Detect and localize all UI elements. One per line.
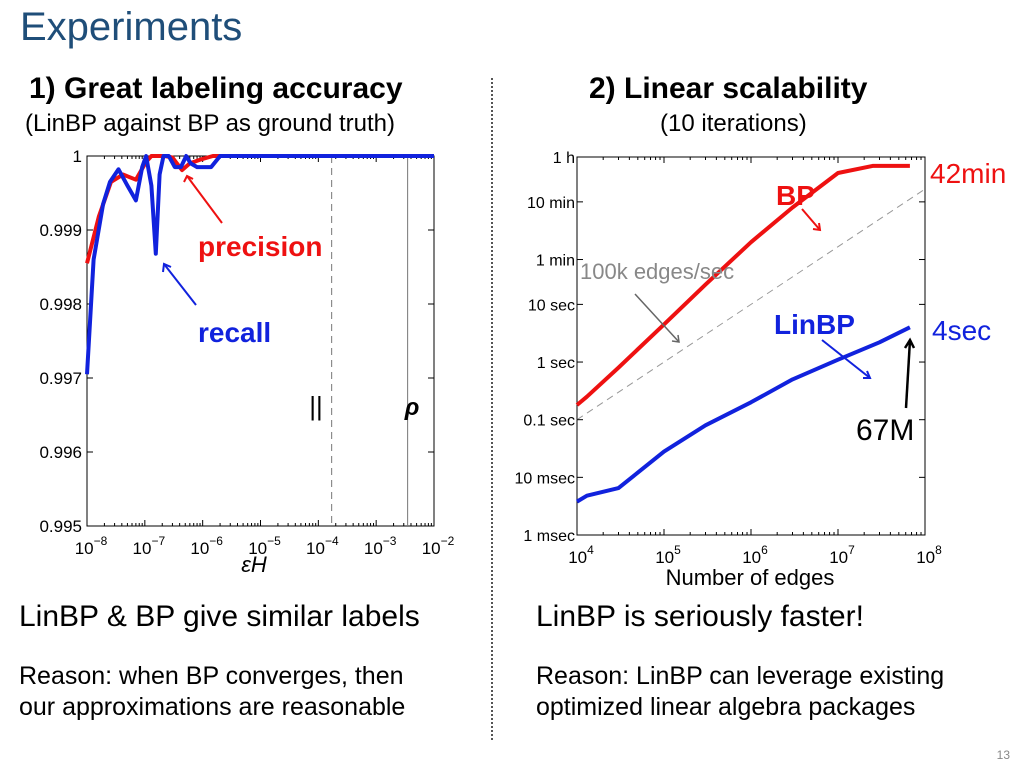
- y-tick-label: 1 h: [553, 150, 575, 167]
- x-tick-label: 10−2: [422, 534, 455, 558]
- scalability-x-tick-labels: 104 105 106 107 108: [568, 543, 942, 567]
- y-tick-label: 0.998: [39, 295, 82, 314]
- x-tick-label: 10−6: [190, 534, 223, 558]
- size-label: 67M: [856, 414, 914, 447]
- y-tick-label: 1 sec: [537, 355, 575, 372]
- column-divider: [491, 78, 493, 740]
- x-tick-label: 10−3: [364, 534, 397, 558]
- slide-title: Experiments: [20, 5, 243, 49]
- x-tick-label: 106: [742, 543, 768, 567]
- accuracy-series: [85, 154, 434, 375]
- reference-rate-arrowhead: [671, 334, 680, 343]
- y-tick-label: 1: [73, 147, 82, 166]
- y-tick-label: 10 min: [527, 195, 575, 212]
- scalability-chart: 1 msec 10 msec 0.1 sec 1 sec 10 sec 1 min 10 m…: [515, 150, 1007, 590]
- left-heading: 1) Great labeling accuracy: [29, 72, 403, 105]
- y-tick-label: 0.996: [39, 443, 82, 462]
- recall-arrowhead: [162, 262, 172, 273]
- left-subheading: (LinBP against BP as ground truth): [25, 110, 396, 137]
- bp-arrowhead: [812, 222, 822, 232]
- x-tick-label: 104: [568, 543, 594, 567]
- right-heading: 2) Linear scalability: [589, 72, 868, 105]
- x-tick-label: 10−4: [306, 534, 339, 558]
- accuracy-x-axis-label: εH: [241, 552, 267, 577]
- scalability-ticks: [576, 156, 926, 536]
- y-tick-label: 1 min: [536, 253, 575, 270]
- y-tick-label: 10 sec: [528, 297, 575, 314]
- linbp-label: LinBP: [774, 309, 855, 340]
- page-number: 13: [996, 748, 1010, 762]
- reference-rate-label: 100k edges/sec: [580, 259, 734, 284]
- y-tick-label: 0.995: [39, 517, 82, 536]
- y-tick-label: 0.999: [39, 221, 82, 240]
- y-tick-label: 0.1 sec: [523, 413, 575, 430]
- right-reason: Reason: LinBP can leverage existing opti…: [536, 661, 944, 723]
- series-BP: [575, 163, 910, 407]
- reference-rate-arrow: [634, 293, 680, 343]
- precision-arrow: [186, 175, 223, 224]
- x-tick-label: 108: [916, 543, 942, 567]
- x-tick-label: 10−8: [75, 534, 108, 558]
- size-arrow: [904, 339, 912, 409]
- precision-label: precision: [198, 231, 322, 262]
- y-tick-label: 0.997: [39, 369, 82, 388]
- right-conclusion: LinBP is seriously faster!: [536, 600, 864, 633]
- series-recall: [85, 154, 434, 375]
- left-reason-line-1: Reason: when BP converges, then: [19, 662, 404, 690]
- left-reason: Reason: when BP converges, then our appr…: [19, 661, 405, 723]
- x-tick-label: 10−5: [248, 534, 281, 558]
- scalability-x-axis-label: Number of edges: [666, 565, 835, 590]
- right-subheading: (10 iterations): [660, 110, 807, 137]
- parallel-symbol: ||: [309, 391, 323, 421]
- left-conclusion: LinBP & BP give similar labels: [19, 600, 420, 633]
- scalability-series: [575, 163, 911, 504]
- series-LinBP: [575, 325, 911, 504]
- size-arrowhead: [903, 337, 916, 349]
- recall-label: recall: [198, 317, 271, 348]
- x-tick-label: 107: [829, 543, 855, 567]
- linbp-arrow: [821, 339, 871, 379]
- accuracy-x-tick-labels: 10−8 10−7 10−6 10−5 10−4 10−3 10−2: [75, 534, 455, 558]
- bp-label: BP: [776, 180, 815, 211]
- right-reason-line-2: optimized linear algebra packages: [536, 693, 916, 721]
- bp-arrow: [801, 208, 821, 231]
- scalability-y-tick-labels: 1 msec 10 msec 0.1 sec 1 sec 10 sec 1 min 10 m…: [515, 150, 575, 545]
- recall-arrow: [163, 263, 197, 306]
- x-tick-label: 10−7: [133, 534, 166, 558]
- rho-symbol: ρ: [404, 394, 420, 421]
- y-tick-label: 10 msec: [515, 470, 575, 487]
- x-tick-label: 105: [655, 543, 681, 567]
- left-reason-line-2: our approximations are reasonable: [19, 693, 406, 721]
- y-tick-label: 1 msec: [523, 528, 575, 545]
- linbp-arrowhead: [863, 370, 872, 379]
- bp-end-label: 42min: [930, 158, 1006, 189]
- right-reason-line-1: Reason: LinBP can leverage existing: [536, 662, 945, 690]
- linbp-end-label: 4sec: [932, 315, 991, 346]
- precision-arrowhead: [183, 174, 194, 183]
- accuracy-y-tick-labels: 0.995 0.996 0.997 0.998 0.999 1: [39, 147, 82, 536]
- reference-rate-line: [576, 188, 926, 421]
